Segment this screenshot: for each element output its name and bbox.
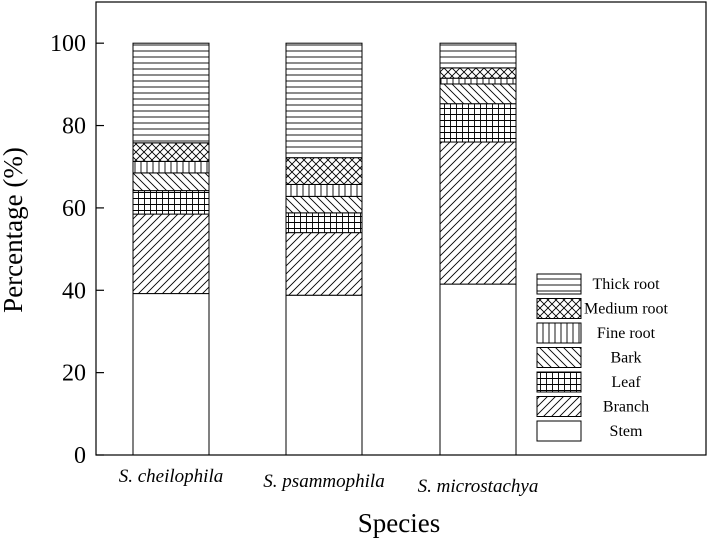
bar-s-microstachya-bark xyxy=(439,83,517,105)
bar-s-microstachya-stem xyxy=(439,283,517,456)
legend-swatch-branch xyxy=(536,396,582,417)
legend-swatch-thick-root xyxy=(536,273,582,295)
y-tick-label: 0 xyxy=(74,443,86,469)
legend-label-thick-root: Thick root xyxy=(592,276,660,293)
y-tick-label: 100 xyxy=(50,31,86,57)
bar-s-microstachya-leaf xyxy=(439,103,517,143)
bar-s-psammophila-branch xyxy=(285,232,363,296)
bar-s-psammophila-thick-root xyxy=(285,42,363,159)
x-axis: S. cheilophila S. psammophila S. microstac… xyxy=(119,466,539,497)
legend-label-medium-root: Medium root xyxy=(584,301,669,318)
bar-s-cheilophila-bark xyxy=(132,172,210,192)
legend-label-fine-root: Fine root xyxy=(597,325,656,342)
legend-swatch-bark xyxy=(536,347,582,368)
bar-s-microstachya-medium-root xyxy=(439,67,517,79)
bar-s-cheilophila-stem xyxy=(132,293,210,456)
bar-s-microstachya-branch xyxy=(439,141,517,285)
x-tick-label: S. cheilophila xyxy=(119,466,223,487)
bar-s-microstachya-fine-root xyxy=(439,77,517,85)
y-tick-label: 60 xyxy=(62,196,86,222)
legend-swatch-leaf xyxy=(536,371,582,393)
bar-s-cheilophila-medium-root xyxy=(132,142,210,162)
y-axis: 0 20 40 60 80 100 xyxy=(50,31,104,469)
bar-s-psammophila-fine-root xyxy=(285,183,363,197)
x-tick-label: S. psammophila xyxy=(263,471,384,492)
legend-swatch-fine-root xyxy=(536,322,582,344)
legend-label-bark: Bark xyxy=(610,350,641,367)
legend: Thick root Medium root Fine root Bark Leaf Br… xyxy=(535,272,705,448)
bar-s-psammophila-medium-root xyxy=(285,157,363,185)
legend-label-branch: Branch xyxy=(603,399,649,416)
y-tick-label: 40 xyxy=(62,278,86,304)
legend-label-stem: Stem xyxy=(610,423,643,440)
bar-s-psammophila-bark xyxy=(285,195,363,214)
legend-swatch-medium-root xyxy=(536,298,582,319)
legend-swatch-stem xyxy=(536,420,582,442)
x-axis-label: Species xyxy=(358,508,440,538)
plot-area xyxy=(132,42,517,456)
x-tick-label: S. microstachya xyxy=(418,476,539,497)
plot-frame xyxy=(95,1,707,456)
bar-s-cheilophila-fine-root xyxy=(132,160,210,174)
y-tick-label: 20 xyxy=(62,361,86,387)
y-tick-label: 80 xyxy=(62,114,86,140)
bar-s-psammophila-stem xyxy=(285,294,363,456)
bar-s-microstachya-thick-root xyxy=(439,42,517,69)
bar-s-psammophila-leaf xyxy=(285,212,363,234)
bar-s-cheilophila-thick-root xyxy=(132,42,210,144)
bar-s-cheilophila-leaf xyxy=(132,190,210,215)
y-axis-label: Percentage (%) xyxy=(0,147,28,313)
bar-s-cheilophila-branch xyxy=(132,213,210,295)
legend-label-leaf: Leaf xyxy=(611,374,641,391)
